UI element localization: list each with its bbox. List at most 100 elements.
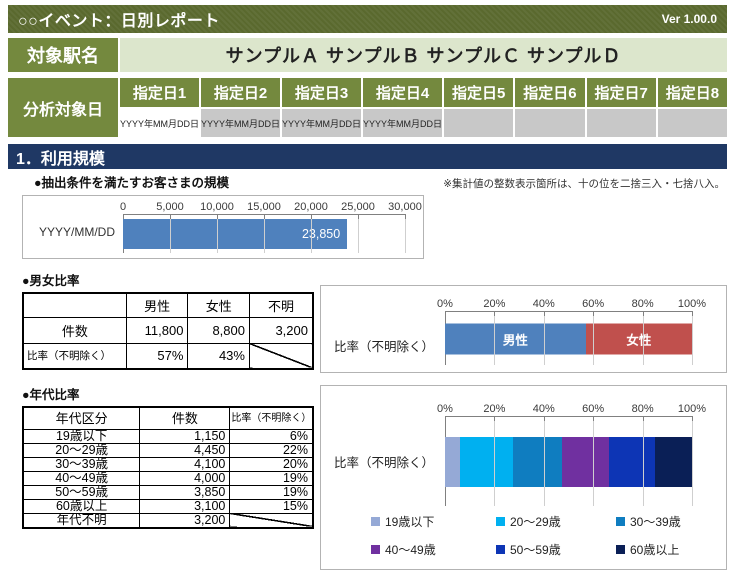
day-date-cell: YYYY年MM月DD日 [363, 109, 443, 137]
age-table-cell: 19% [229, 484, 314, 500]
axis-tickmark [358, 214, 359, 219]
axis-tickmark [170, 214, 171, 219]
day-column: 指定日2 YYYY年MM月DD日 [201, 78, 281, 137]
age-table-header-cell: 件数 [139, 406, 231, 430]
age-table-row: 50〜59歳 3,850 19% [22, 484, 314, 500]
age-table-row: 20〜29歳 4,450 22% [22, 442, 314, 458]
age-table-header-cell: 年代区分 [22, 406, 141, 430]
age-table-row: 年代不明 3,200 [22, 512, 314, 528]
scale-chart-bar: 23,850 [123, 219, 348, 249]
gender-section-title: ●男女比率 [22, 274, 80, 288]
gridline [543, 417, 545, 506]
day-date-cell [657, 109, 727, 137]
axis-tickmark [494, 311, 496, 316]
age-table-cell: 4,100 [139, 456, 231, 472]
axis-tick-label: 40% [532, 403, 555, 415]
axis-tick-label: 40% [532, 298, 555, 310]
age-chart-category-label: 比率（不明除く） [334, 456, 435, 470]
title-bar: ○○イベント：日別レポート Ver 1.00.0 [8, 5, 727, 33]
legend-item: 40〜49歳 [371, 541, 496, 558]
age-chart-bar [445, 436, 692, 487]
gridline [642, 417, 644, 506]
day-header-label: 指定日6 [515, 78, 585, 107]
diagonal-cell [248, 342, 314, 370]
content-columns: ●男女比率 男性 女性 不明 件数 11,800 8,800 3,200 比率（不明除く） 57… [8, 270, 727, 570]
age-chart-axis: 0% 20% 40% 60% 80% 100% [437, 398, 706, 416]
age-table-cell: 50〜59歳 [22, 484, 141, 500]
axis-tickmark [264, 214, 265, 219]
legend-swatch [371, 517, 380, 526]
legend-item: 19歳以下 [371, 513, 496, 530]
charts-column: 比率（不明除く） 0% 20% 40% 60% 80% 100% 男性 女性 比率（不明除く… [320, 270, 727, 570]
age-chart-legend: 19歳以下 20〜29歳 30〜39歳 40〜49歳 50〜59歳 60歳以上 [371, 513, 698, 558]
gender-table-header-cell: 女性 [187, 292, 250, 318]
axis-tickmark [445, 311, 446, 316]
day-header-label: 指定日3 [282, 78, 362, 107]
axis-tick-label: 20,000 [294, 201, 328, 213]
gender-table-row: 件数 11,800 8,800 3,200 [22, 316, 314, 344]
legend-label: 60歳以上 [630, 543, 680, 557]
axis-tick-label: 20% [483, 298, 506, 310]
gridline [692, 417, 693, 506]
gridline [358, 215, 359, 253]
axis-tickmark [123, 214, 124, 219]
gridline [311, 215, 312, 253]
age-table-cell: 4,450 [139, 442, 231, 458]
age-table-cell: 19% [229, 470, 314, 486]
legend-label: 19歳以下 [385, 515, 435, 529]
axis-tickmark [217, 214, 218, 219]
gender-chart-category-label: 比率（不明除く） [334, 340, 435, 354]
axis-tick-label: 60% [582, 298, 605, 310]
age-table-cell: 3,100 [139, 498, 231, 514]
gender-table-header-row: 男性 女性 不明 [22, 292, 314, 318]
gender-table-value-cell: 57% [125, 342, 189, 370]
day-date-cell: YYYY年MM月DD日 [201, 109, 281, 137]
day-header-label: 指定日5 [444, 78, 514, 107]
segment-label: 男性 [502, 333, 528, 347]
age-table-cell: 22% [229, 442, 314, 458]
section-title: 1．利用規模 [16, 150, 105, 168]
age-table-row: 40〜49歳 4,000 19% [22, 470, 314, 486]
axis-tickmark [593, 311, 595, 316]
day-date-cell: YYYY年MM月DD日 [120, 109, 200, 137]
legend-swatch [496, 545, 505, 554]
axis-tick-label: 0 [119, 201, 127, 213]
day-column: 指定日5 [444, 78, 514, 137]
age-table-cell: 4,000 [139, 470, 231, 486]
gender-chart-bar: 男性 女性 [445, 323, 692, 354]
segment-19歳以下 [445, 436, 460, 487]
axis-tick-label: 0% [437, 298, 453, 310]
gender-table-header-cell: 不明 [248, 292, 314, 318]
gridline [642, 312, 644, 365]
scale-chart-axis: 0 5,000 10,000 15,000 20,000 25,000 30,000 [119, 199, 422, 214]
diagonal-cell [229, 512, 314, 528]
station-name-label: 対象駅名 [8, 38, 118, 72]
segment-50〜59歳 [608, 436, 656, 487]
axis-tick-label: 20% [483, 403, 506, 415]
age-table-cell: 15% [229, 498, 314, 514]
day-header-label: 指定日1 [120, 78, 200, 107]
age-table-cell: 3,850 [139, 484, 231, 500]
station-row: 対象駅名 サンプルＡ サンプルＢ サンプルＣ サンプルＤ [8, 38, 727, 72]
segment-40〜49歳 [562, 436, 609, 487]
age-ratio-table: 年代区分 件数 比率（不明除く） 19歳以下 1,150 6% 20〜29歳 4,450 22%… [22, 406, 314, 529]
gender-table-row-label: 件数 [22, 316, 127, 344]
age-table-body: 年代区分 件数 比率（不明除く） 19歳以下 1,150 6% 20〜29歳 4,450 22%… [22, 406, 314, 528]
legend-label: 50〜59歳 [510, 543, 561, 557]
age-table-cell: 6% [229, 428, 314, 444]
axis-tickmark [311, 214, 312, 219]
axis-tick-label: 30,000 [388, 201, 422, 213]
gender-table-value-cell: 43% [187, 342, 250, 370]
legend-label: 20〜29歳 [510, 515, 561, 529]
segment-60歳以上 [655, 436, 692, 487]
axis-tickmark [543, 416, 545, 421]
station-name-value: サンプルＡ サンプルＢ サンプルＣ サンプルＤ [120, 38, 727, 72]
day-header-label: 指定日7 [586, 78, 656, 107]
age-table-header-row: 年代区分 件数 比率（不明除く） [22, 406, 314, 430]
axis-tickmark [642, 416, 644, 421]
scale-chart-bar-value: 23,850 [301, 227, 341, 241]
gridline [264, 215, 265, 253]
day-date-cell [444, 109, 514, 137]
gender-table-body: 男性 女性 不明 件数 11,800 8,800 3,200 比率（不明除く） 57% 43% [22, 292, 314, 370]
gender-table-header-cell: 男性 [125, 292, 189, 318]
